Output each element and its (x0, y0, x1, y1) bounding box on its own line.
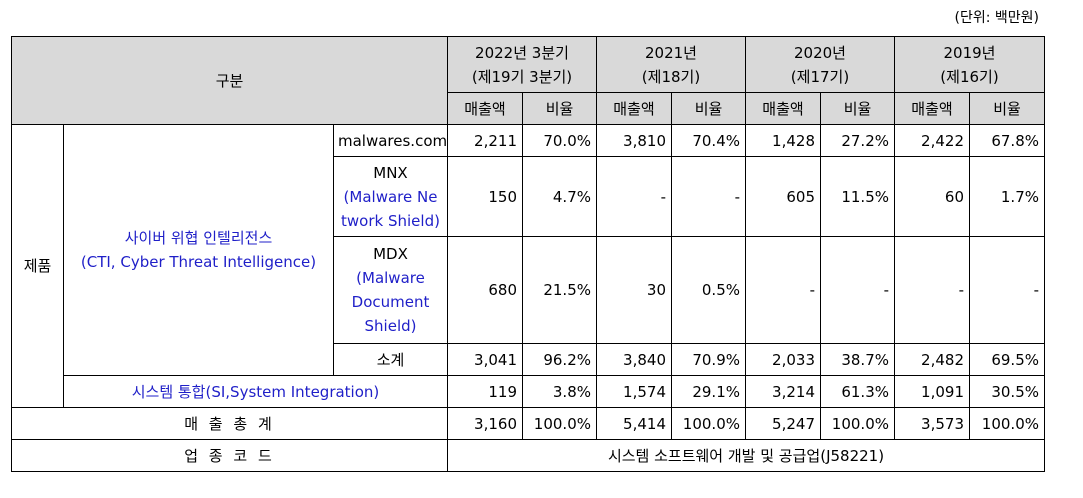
header-ratio: 비율 (671, 92, 746, 125)
header-sales: 매출액 (745, 92, 821, 125)
header-ratio: 비율 (522, 92, 597, 125)
header-row-periods: 구분 2022년 3분기 (제19기 3분기) 2021년 (제18기) 202… (11, 36, 1045, 125)
cti-name: 사이버 위협 인텔리전스 (124, 229, 273, 247)
table-cell: 3,810 (596, 124, 672, 157)
period-term: (제16기) (940, 67, 999, 86)
period-year: 2020년 (794, 43, 846, 62)
si-category: 시스템 통합(SI,System Integration) (63, 375, 448, 408)
table-cell: 4.7% (522, 156, 597, 237)
product-desc: (Malware Ne (343, 187, 438, 206)
group-product: 제품 (11, 124, 64, 408)
table-cell: 70.0% (522, 124, 597, 157)
header-sales: 매출액 (894, 92, 970, 125)
header-row-measures: 매출액 비율 매출액 비율 매출액 비율 매출액 비율 (12, 92, 1045, 125)
table-cell: 67.8% (969, 124, 1045, 157)
table-cell: 2,482 (894, 343, 970, 376)
table-cell: 5,247 (745, 407, 821, 440)
header-ratio: 비율 (969, 92, 1045, 125)
header-period-2022q3: 2022년 3분기 (제19기 3분기) (447, 36, 597, 93)
cti-name-en: (CTI, Cyber Threat Intelligence) (80, 253, 317, 271)
industry-label: 업 종 코 드 (11, 439, 448, 472)
header-sales: 매출액 (447, 92, 523, 125)
row-industry: 업 종 코 드 시스템 소프트웨어 개발 및 공급업(J58221) (11, 439, 1045, 472)
table-cell: 3,214 (745, 375, 821, 408)
table-cell: 70.4% (671, 124, 746, 157)
header-period-2020: 2020년 (제17기) (745, 36, 895, 93)
table-cell: 38.7% (820, 343, 895, 376)
period-year: 2021년 (645, 43, 697, 62)
table-cell: 100.0% (671, 407, 746, 440)
table-cell: - (596, 156, 672, 237)
cti-category: 사이버 위협 인텔리전스 (CTI, Cyber Threat Intellig… (63, 124, 334, 376)
period-year: 2019년 (943, 43, 996, 62)
table-cell: 605 (745, 156, 821, 237)
table-cell: 1,574 (596, 375, 672, 408)
table-cell: 3,573 (894, 407, 970, 440)
table-cell: - (969, 236, 1045, 344)
table-cell: 1.7% (969, 156, 1045, 237)
row-subtotal: 소계 3,041 96.2% 3,840 70.9% 2,033 38.7% 2… (12, 343, 1045, 376)
header-period-2019: 2019년 (제16기) (894, 36, 1045, 93)
table-cell: 2,211 (447, 124, 523, 157)
table-cell: 3.8% (522, 375, 597, 408)
table-cell: 11.5% (820, 156, 895, 237)
table-cell: - (671, 156, 746, 237)
table-cell: 100.0% (820, 407, 895, 440)
table-cell: 27.2% (820, 124, 895, 157)
row-si: 시스템 통합(SI,System Integration) 119 3.8% 1… (12, 375, 1045, 408)
product-code: MDX (373, 245, 408, 263)
table-cell: 1,428 (745, 124, 821, 157)
table-cell: 100.0% (522, 407, 597, 440)
period-term: (제18기) (641, 67, 701, 86)
table-cell: 5,414 (596, 407, 672, 440)
unit-label: (단위: 백만원) (954, 10, 1040, 26)
header-period-2021: 2021년 (제18기) (596, 36, 746, 93)
table-cell: 3,160 (447, 407, 523, 440)
period-term: (제19기 3분기) (471, 67, 573, 86)
product-desc: Shield) (364, 317, 417, 335)
row-mnx: MNX (Malware Ne twork Shield) 150 4.7% -… (12, 156, 1045, 237)
product-desc: twork Shield) (341, 211, 440, 230)
sales-table: 구분 2022년 3분기 (제19기 3분기) 2021년 (제18기) 202… (11, 36, 1045, 472)
product-desc: Document (351, 293, 430, 311)
table-cell: - (745, 236, 821, 344)
product-name: malwares.com (333, 124, 448, 157)
period-term: (제17기) (790, 67, 850, 86)
table-cell: - (894, 236, 970, 344)
table-cell: 70.9% (671, 343, 746, 376)
table-cell: 30.5% (969, 375, 1045, 408)
table-cell: 119 (447, 375, 523, 408)
table-cell: 29.1% (671, 375, 746, 408)
product-name: MNX (Malware Ne twork Shield) (333, 156, 448, 237)
table-cell: 0.5% (671, 236, 746, 344)
total-label: 매 출 총 계 (11, 407, 448, 440)
row-total: 매 출 총 계 3,160 100.0% 5,414 100.0% 5,247 … (11, 407, 1045, 440)
period-year: 2022년 3분기 (475, 43, 569, 62)
table-cell: 3,840 (596, 343, 672, 376)
table-cell: 3,041 (447, 343, 523, 376)
row-malwares: 제품 사이버 위협 인텔리전스 (CTI, Cyber Threat Intel… (11, 124, 1045, 408)
table-cell: 60 (894, 156, 970, 237)
table-cell: - (820, 236, 895, 344)
table-cell: 2,033 (745, 343, 821, 376)
table-cell: 100.0% (969, 407, 1045, 440)
table-cell: 150 (447, 156, 523, 237)
table-cell: 61.3% (820, 375, 895, 408)
header-sales: 매출액 (596, 92, 672, 125)
table-cell: 2,422 (894, 124, 970, 157)
industry-value: 시스템 소프트웨어 개발 및 공급업(J58221) (447, 439, 1045, 472)
row-mdx: MDX (Malware Document Shield) 680 21.5% … (12, 236, 1045, 344)
table-cell: 1,091 (894, 375, 970, 408)
table-cell: 69.5% (969, 343, 1045, 376)
table-cell: 680 (447, 236, 523, 344)
table-cell: 96.2% (522, 343, 597, 376)
product-name: MDX (Malware Document Shield) (333, 236, 448, 344)
table-cell: 30 (596, 236, 672, 344)
table-cell: 21.5% (522, 236, 597, 344)
product-code: MNX (373, 163, 408, 182)
header-category: 구분 (11, 36, 448, 125)
header-ratio: 비율 (820, 92, 895, 125)
subtotal-label: 소계 (333, 343, 448, 376)
product-desc: (Malware (356, 269, 425, 287)
